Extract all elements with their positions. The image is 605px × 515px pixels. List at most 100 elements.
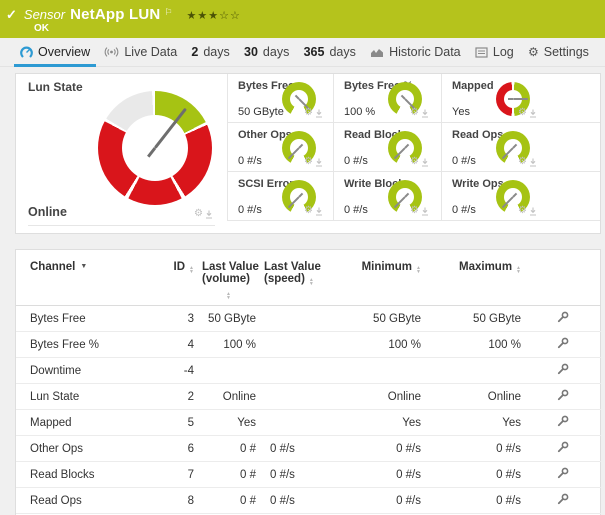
pin-icon[interactable] bbox=[529, 207, 537, 216]
flag-icon[interactable] bbox=[164, 4, 172, 18]
col-header-minimum[interactable]: Minimum bbox=[330, 250, 425, 306]
table-row: Bytes Free % 4 100 % 100 % 100 % bbox=[16, 331, 601, 358]
pin-icon[interactable] bbox=[421, 109, 429, 118]
gauge-needle bbox=[287, 196, 300, 209]
gear-icon[interactable] bbox=[518, 104, 527, 118]
status-ok-check-icon bbox=[6, 7, 17, 23]
sensor-name: NetApp LUN bbox=[70, 6, 161, 23]
channel-name: Other Ops bbox=[16, 435, 156, 462]
sort-icon bbox=[226, 292, 231, 300]
pin-icon[interactable] bbox=[529, 109, 537, 118]
gear-icon[interactable] bbox=[304, 202, 313, 216]
channel-settings-icon[interactable] bbox=[557, 363, 569, 375]
tab-2-days[interactable]: 2 days bbox=[191, 45, 230, 59]
pin-icon[interactable] bbox=[421, 158, 429, 167]
gauge-cell-bytes-free-pct: Bytes Free % 100 % bbox=[333, 74, 441, 123]
col-header-maximum[interactable]: Maximum bbox=[425, 250, 525, 306]
channel-name: Read Blocks bbox=[16, 461, 156, 488]
gauge-cell-scsi-errors: SCSI Errors 0 #/s bbox=[227, 172, 333, 221]
gauge-cell-bytes-free: Bytes Free 50 GByte bbox=[227, 74, 333, 123]
gear-icon[interactable] bbox=[304, 104, 313, 118]
sort-icon bbox=[416, 266, 421, 274]
bytes-free-pct-gauge[interactable] bbox=[388, 82, 422, 116]
status-badge: OK bbox=[34, 23, 49, 34]
live-data-signal-icon bbox=[104, 46, 119, 58]
gauge-needle bbox=[501, 147, 514, 160]
pin-icon[interactable] bbox=[315, 207, 323, 216]
gauge-cell-mapped: Mapped Yes bbox=[441, 74, 600, 123]
gear-icon[interactable] bbox=[304, 153, 313, 167]
gauge-cell-read-ops: Read Ops 0 #/s bbox=[441, 123, 600, 172]
col-header-last-value-speed[interactable]: Last Value (speed) bbox=[260, 250, 330, 306]
col-header-id[interactable]: ID bbox=[156, 250, 198, 306]
gear-icon[interactable] bbox=[194, 205, 203, 219]
tab-historic-data[interactable]: Historic Data bbox=[364, 38, 467, 66]
gauge-needle bbox=[393, 196, 406, 209]
pin-icon[interactable] bbox=[421, 207, 429, 216]
primary-gauge-cell: Lun State Online bbox=[16, 74, 227, 226]
gauge-needle bbox=[513, 98, 528, 100]
sensor-header: Sensor NetApp LUN ★★★☆☆ OK bbox=[0, 0, 605, 38]
priority-stars[interactable]: ★★★☆☆ bbox=[186, 10, 241, 22]
mini-gauges-grid: Bytes Free 50 GByte Bytes Free % 100 % M… bbox=[227, 74, 600, 226]
primary-gauge-value: Online bbox=[28, 205, 67, 219]
gear-icon[interactable] bbox=[518, 153, 527, 167]
gauge-needle bbox=[287, 147, 300, 160]
pin-icon[interactable] bbox=[529, 158, 537, 167]
channel-settings-icon[interactable] bbox=[557, 337, 569, 349]
gauge-needle bbox=[393, 147, 406, 160]
channel-name: Read Ops bbox=[16, 487, 156, 514]
tab-live-data[interactable]: Live Data bbox=[98, 38, 183, 66]
table-row: Other Ops 6 0 # 0 #/s 0 #/s 0 #/s bbox=[16, 435, 601, 462]
gauges-panel: Lun State Online Bytes Free 50 GByte Byt… bbox=[15, 73, 601, 234]
table-row: Bytes Free 3 50 GByte 50 GByte 50 GByte bbox=[16, 305, 601, 332]
lun-state-gauge[interactable] bbox=[98, 91, 212, 205]
channel-settings-icon[interactable] bbox=[557, 441, 569, 453]
tab-30-days[interactable]: 30 days bbox=[244, 45, 290, 59]
tab-log[interactable]: Log bbox=[469, 38, 520, 66]
channels-table-panel: Channel ID Last Value(volume) Last Value… bbox=[15, 249, 601, 515]
tab-settings[interactable]: Settings bbox=[522, 38, 595, 66]
channel-settings-icon[interactable] bbox=[557, 389, 569, 401]
col-header-channel[interactable]: Channel bbox=[16, 250, 156, 306]
tab-365-days[interactable]: 365 days bbox=[303, 45, 356, 59]
tab-bar: Overview Live Data 2 days 30 days 365 da… bbox=[0, 38, 605, 67]
gear-icon[interactable] bbox=[410, 104, 419, 118]
table-row: Read Blocks 7 0 # 0 #/s 0 #/s 0 #/s bbox=[16, 461, 601, 488]
gauge-cell-write-blocks: Write Blocks 0 #/s bbox=[333, 172, 441, 221]
gauge-needle bbox=[501, 196, 514, 209]
pin-icon[interactable] bbox=[315, 158, 323, 167]
channels-table: Channel ID Last Value(volume) Last Value… bbox=[16, 250, 601, 515]
table-header-row: Channel ID Last Value(volume) Last Value… bbox=[16, 250, 601, 306]
channel-name: Lun State bbox=[16, 383, 156, 410]
gear-icon[interactable] bbox=[518, 202, 527, 216]
primary-gauge-label: Lun State bbox=[28, 80, 83, 94]
channel-settings-icon[interactable] bbox=[557, 415, 569, 427]
settings-gear-icon bbox=[528, 45, 539, 59]
overview-gauge-icon bbox=[20, 46, 33, 59]
table-row: Read Ops 8 0 # 0 #/s 0 #/s 0 #/s bbox=[16, 487, 601, 514]
channel-settings-icon[interactable] bbox=[557, 493, 569, 505]
channel-settings-icon[interactable] bbox=[557, 467, 569, 479]
channel-name: Bytes Free % bbox=[16, 331, 156, 358]
pin-icon[interactable] bbox=[315, 109, 323, 118]
col-header-actions bbox=[525, 250, 601, 306]
sort-icon bbox=[309, 278, 314, 286]
tab-overview[interactable]: Overview bbox=[14, 38, 97, 67]
channel-settings-icon[interactable] bbox=[557, 311, 569, 323]
table-row: Mapped 5 Yes Yes Yes bbox=[16, 409, 601, 436]
gear-icon[interactable] bbox=[410, 153, 419, 167]
channel-name: SCSI Errors bbox=[16, 513, 156, 515]
gauge-cell-other-ops: Other Ops 0 #/s bbox=[227, 123, 333, 172]
table-row: SCSI Errors 9 0 # 0 #/s 0 #/s 0 #/s bbox=[16, 513, 601, 515]
table-row: Lun State 2 Online Online Online bbox=[16, 383, 601, 410]
gauge-needle bbox=[153, 107, 187, 149]
pin-icon[interactable] bbox=[205, 210, 213, 219]
gauge-cell-read-blocks: Read Blocks 0 #/s bbox=[333, 123, 441, 172]
log-list-icon bbox=[475, 46, 488, 58]
channel-name: Mapped bbox=[16, 409, 156, 436]
channel-name: Downtime bbox=[16, 357, 156, 384]
gear-icon[interactable] bbox=[410, 202, 419, 216]
col-header-last-value-volume[interactable]: Last Value (volume) bbox=[198, 250, 260, 306]
gauge-cell-write-ops: Write Ops 0 #/s bbox=[441, 172, 600, 221]
